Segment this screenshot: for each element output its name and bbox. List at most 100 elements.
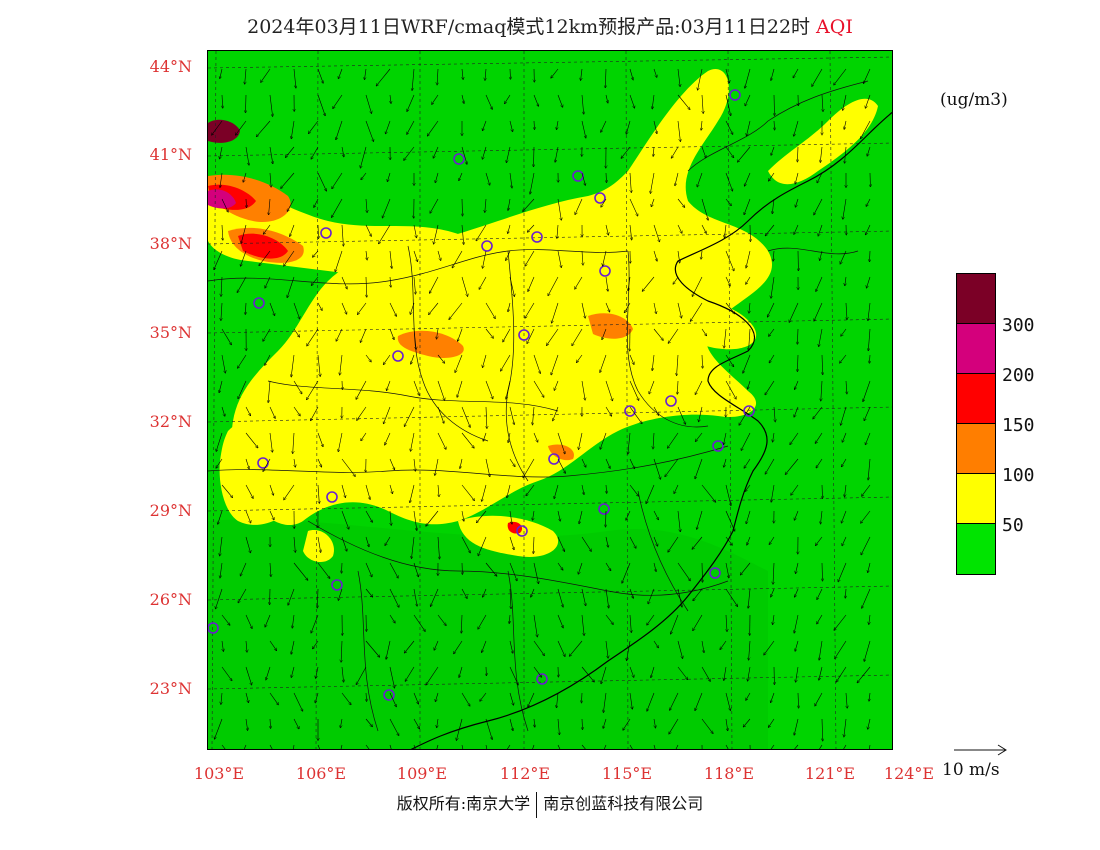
wind-arrow bbox=[533, 562, 539, 584]
wind-arrow bbox=[293, 562, 308, 580]
wind-arrow bbox=[795, 172, 799, 184]
wind-arrow bbox=[798, 692, 799, 708]
wind-arrow bbox=[338, 68, 343, 79]
wind-arrow bbox=[389, 718, 399, 735]
city-marker bbox=[392, 350, 404, 362]
wind-arrow bbox=[794, 406, 799, 417]
aqi-100-patch-2 bbox=[588, 313, 633, 339]
wind-arrow bbox=[699, 406, 703, 422]
aqi-50-shandong bbox=[678, 303, 757, 350]
wind-arrow bbox=[653, 562, 656, 571]
wind-arrow bbox=[629, 406, 642, 424]
wind-arrow bbox=[365, 120, 374, 141]
wind-arrow bbox=[840, 250, 847, 264]
wind-arrow bbox=[286, 146, 295, 157]
wind-arrow bbox=[435, 458, 439, 475]
wind-arrow bbox=[822, 484, 823, 498]
wind-arrow bbox=[647, 692, 655, 711]
wind-arrow bbox=[356, 380, 367, 399]
wind-arrow bbox=[819, 744, 823, 749]
wind-arrow bbox=[461, 536, 470, 553]
wind-arrow bbox=[843, 94, 847, 110]
wind-arrow bbox=[509, 640, 513, 653]
wind-arrow bbox=[846, 380, 847, 394]
wind-arrow bbox=[294, 536, 295, 552]
wind-arrow bbox=[748, 380, 751, 389]
wind-arrow bbox=[630, 172, 631, 192]
wind-arrow bbox=[548, 276, 559, 296]
wind-arrow bbox=[623, 718, 631, 730]
wind-arrow bbox=[701, 198, 708, 220]
wind-arrow bbox=[341, 666, 344, 682]
wind-arrow bbox=[725, 354, 734, 367]
wind-arrow bbox=[665, 458, 679, 477]
wind-arrow bbox=[245, 536, 251, 553]
wind-arrow bbox=[747, 536, 751, 545]
wind-arrow bbox=[653, 406, 659, 415]
wind-arrow bbox=[528, 692, 535, 707]
wind-arrow bbox=[674, 484, 679, 493]
wind-arrow bbox=[509, 510, 512, 524]
wind-arrow bbox=[366, 198, 367, 212]
wind-arrow bbox=[769, 328, 775, 336]
wind-arrow bbox=[293, 718, 299, 729]
wind-arrow bbox=[509, 172, 512, 188]
wind-arrow bbox=[528, 224, 535, 232]
coastline bbox=[410, 111, 892, 749]
wind-arrow bbox=[843, 744, 847, 749]
wind-arrow bbox=[410, 302, 415, 314]
lon-label-118: 118°E bbox=[703, 764, 755, 783]
wind-arrow bbox=[677, 510, 680, 532]
wind-arrow bbox=[772, 198, 775, 214]
map-title: 2024年03月11日WRF/cmaq模式12km预报产品:03月11日22时 A… bbox=[0, 12, 1100, 39]
wind-arrow bbox=[844, 120, 847, 129]
wind-arrow bbox=[842, 458, 847, 467]
wind-arrow bbox=[508, 432, 511, 442]
wind-arrow bbox=[746, 250, 751, 268]
wind-arrow bbox=[366, 692, 367, 701]
wind-arrow bbox=[653, 68, 657, 77]
city-marker bbox=[516, 525, 528, 537]
wind-arrow bbox=[698, 68, 703, 90]
wind-arrow bbox=[836, 666, 847, 682]
wind-arrow bbox=[269, 510, 274, 520]
wind-arrow bbox=[675, 744, 679, 749]
wind-arrow bbox=[426, 510, 439, 526]
wind-arrow bbox=[702, 94, 703, 113]
wind-arrow bbox=[773, 250, 774, 261]
wind-arrow bbox=[437, 354, 445, 363]
wind-arrow bbox=[532, 744, 535, 749]
wind-arrow bbox=[746, 510, 751, 524]
wind-arrow bbox=[379, 224, 391, 244]
wind-arrow bbox=[270, 172, 271, 187]
wind-arrow bbox=[268, 380, 271, 402]
city-marker bbox=[598, 503, 610, 515]
wind-arrow bbox=[671, 146, 679, 158]
wind-arrow bbox=[510, 588, 511, 609]
wind-arrow bbox=[773, 614, 774, 624]
wind-arrow bbox=[725, 198, 731, 206]
wind-arrow bbox=[648, 588, 655, 604]
wind-arrow bbox=[220, 172, 223, 187]
wind-arrow bbox=[771, 146, 775, 155]
wind-arrow bbox=[462, 198, 463, 216]
wind-arrow bbox=[677, 120, 680, 141]
wind-arrow bbox=[357, 406, 367, 420]
wind-arrow bbox=[269, 484, 273, 495]
wind-arrow bbox=[817, 172, 823, 183]
wind-arrow bbox=[725, 120, 733, 134]
wind-arrow bbox=[389, 302, 396, 316]
wind-arrow bbox=[557, 692, 559, 708]
wind-arrow bbox=[785, 458, 799, 474]
wind-arrow bbox=[649, 380, 655, 394]
wind-arrow bbox=[701, 328, 707, 336]
wind-arrow bbox=[581, 536, 591, 551]
wind-arrow bbox=[653, 744, 656, 749]
wind-arrow bbox=[557, 536, 565, 551]
wind-arrow bbox=[790, 432, 799, 444]
wind-arrow bbox=[605, 458, 610, 468]
wind-arrow bbox=[840, 354, 847, 363]
wind-arrow bbox=[601, 198, 607, 207]
wind-arrow bbox=[509, 536, 514, 550]
graticule bbox=[208, 51, 892, 749]
